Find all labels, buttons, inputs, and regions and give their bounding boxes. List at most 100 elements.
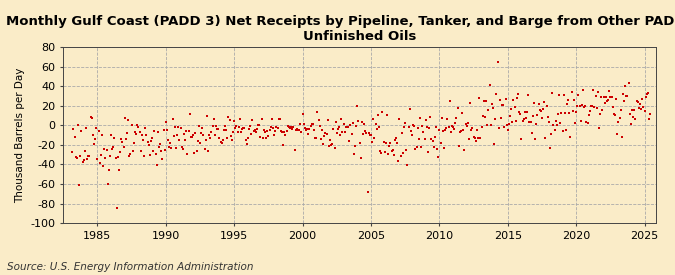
Point [645,111,655,116]
Point [340,130,350,134]
Point [164,144,175,149]
Point [610,113,620,117]
Point [563,97,574,102]
Point [545,145,556,150]
Point [410,147,421,151]
Point [122,131,132,135]
Point [585,109,595,113]
Point [229,119,240,123]
Point [493,126,504,131]
Point [142,140,153,145]
Point [161,128,172,132]
Point [412,126,423,130]
Point [502,123,512,128]
Point [133,125,144,130]
Point [399,125,410,129]
Point [327,142,338,146]
Point [199,147,210,151]
Point [392,141,402,145]
Point [153,145,164,149]
Point [358,132,369,136]
Point [435,141,446,146]
Point [487,105,498,110]
Point [464,137,475,141]
Point [520,110,531,114]
Point [188,133,198,138]
Point [596,95,607,99]
Point [538,107,549,111]
Point [523,93,534,97]
Point [355,156,366,160]
Point [191,149,202,153]
Point [423,150,433,154]
Point [381,141,392,145]
Point [237,127,248,131]
Point [165,141,176,146]
Point [151,163,162,167]
Point [92,157,103,161]
Point [615,108,626,112]
Point [108,145,119,149]
Point [533,102,544,106]
Point [505,114,516,118]
Point [340,125,351,129]
Point [360,129,371,134]
Point [393,159,404,163]
Point [265,125,276,129]
Point [394,116,405,121]
Point [115,150,126,154]
Point [454,130,465,134]
Point [252,127,263,131]
Point [163,138,173,142]
Point [141,132,152,137]
Point [402,163,413,167]
Point [262,128,273,133]
Point [364,133,375,138]
Point [556,111,567,116]
Point [279,130,290,134]
Point [461,123,472,128]
Point [636,107,647,111]
Point [366,133,377,137]
Point [566,90,577,94]
Point [259,127,269,132]
Point [489,141,500,146]
Point [498,103,509,107]
Point [591,106,602,110]
Point [499,125,510,129]
Point [138,138,148,142]
Point [408,123,418,127]
Point [261,136,271,140]
Point [526,131,537,135]
Point [628,114,639,119]
Point [132,123,142,127]
Point [416,145,427,150]
Point [403,125,414,129]
Point [367,139,377,144]
Point [634,106,645,110]
Point [247,118,258,122]
Point [330,120,341,124]
Point [576,103,587,107]
Point [362,189,373,194]
Point [325,138,335,142]
Point [573,93,584,98]
Point [260,130,271,134]
Point [300,127,311,132]
Point [551,123,562,128]
Point [319,134,329,138]
Point [88,142,99,146]
Point [504,121,514,126]
Point [315,136,326,141]
Point [205,136,215,140]
Point [379,150,390,155]
Point [313,118,324,122]
Point [629,108,640,113]
Point [575,119,586,124]
Point [123,118,134,122]
Point [550,119,561,124]
Point [532,113,543,117]
Point [500,97,511,101]
Point [80,149,90,153]
Point [414,137,425,141]
